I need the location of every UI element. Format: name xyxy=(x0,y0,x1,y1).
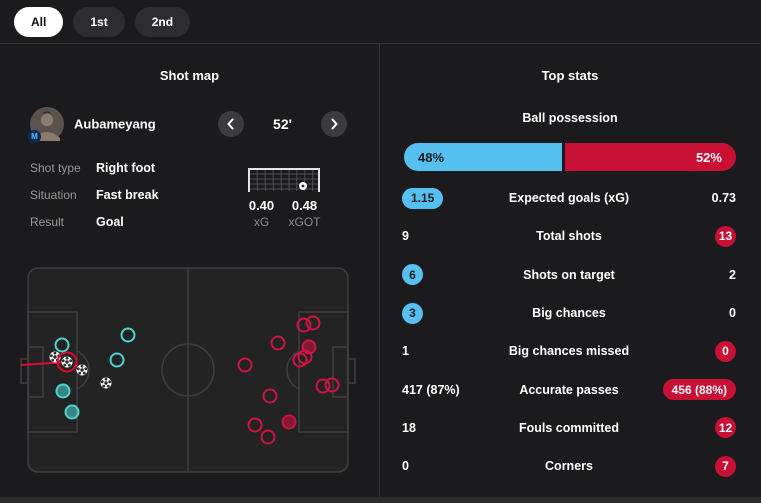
goal-marker-icon[interactable] xyxy=(61,356,73,368)
shot-marker[interactable] xyxy=(120,327,136,343)
player-avatar[interactable]: M xyxy=(28,107,64,143)
shot-marker[interactable] xyxy=(55,383,71,399)
possession-away-value: 52% xyxy=(695,149,722,165)
stat-label: Accurate passes xyxy=(519,382,619,397)
player-name: Aubameyang xyxy=(74,116,156,132)
detail-row: Shot type Right foot xyxy=(30,154,220,181)
next-shot-button[interactable] xyxy=(321,111,347,137)
stat-label: Corners xyxy=(545,459,593,474)
shot-marker[interactable] xyxy=(262,388,278,404)
stat-away-value: 2 xyxy=(729,267,736,282)
stat-home-value: 6 xyxy=(402,264,486,286)
selected-shot-ring xyxy=(56,351,78,373)
stat-row: 3 Big chances 0 xyxy=(402,294,736,332)
stat-row: 9 Total shots 13 xyxy=(402,217,736,255)
detail-label: Shot type xyxy=(30,160,81,175)
goal-marker-icon[interactable] xyxy=(100,377,112,389)
top-stats-title: Top stats xyxy=(541,68,599,83)
stat-away-value: 13 xyxy=(652,225,736,247)
stat-home-value: 3 xyxy=(402,302,486,324)
shot-navigator: 52' xyxy=(218,111,347,137)
stat-home-value: 9 xyxy=(402,229,409,244)
possession-label: Ball possession xyxy=(522,111,618,125)
goal-net-icon xyxy=(248,168,320,192)
stat-row: 6 Shots on target 2 xyxy=(402,256,736,294)
stat-home-value: 0 xyxy=(402,459,409,474)
stat-row: 18 Fouls committed 12 xyxy=(402,409,736,447)
possession-home-segment: 48% xyxy=(404,143,562,171)
possession-away-segment: 52% xyxy=(564,143,736,171)
detail-label: Situation xyxy=(30,187,77,202)
shot-marker[interactable] xyxy=(292,352,308,368)
stat-row: 1.15 Expected goals (xG) 0.73 xyxy=(402,179,736,217)
stat-away-value: 0.73 xyxy=(711,191,736,206)
stat-away-value: 0 xyxy=(652,340,736,362)
stat-home-value: 1.15 xyxy=(402,187,486,209)
detail-value: Right foot xyxy=(96,160,156,175)
shot-marker[interactable] xyxy=(54,337,70,353)
chevron-right-icon xyxy=(331,118,338,130)
stat-label: Big chances missed xyxy=(508,344,630,359)
possession-bar: 48% 52% xyxy=(404,143,736,171)
goal-visual: 0.40 xG 0.48 xGOT xyxy=(240,167,326,231)
shot-marker[interactable] xyxy=(270,335,286,351)
player-row: M Aubameyang 52' xyxy=(28,107,347,143)
stat-home-value: 1 xyxy=(402,344,409,359)
stat-label: Total shots xyxy=(536,229,602,244)
stat-label: Big chances xyxy=(532,306,606,321)
shot-marker[interactable] xyxy=(247,417,263,433)
shot-marker[interactable] xyxy=(109,352,125,368)
club-badge-icon: M xyxy=(28,130,41,143)
possession-home-value: 48% xyxy=(418,149,445,165)
period-tabs: All 1st 2nd xyxy=(0,0,761,44)
xg-value: 0.40 xyxy=(248,198,275,213)
tab-1st[interactable]: 1st xyxy=(73,6,125,37)
stat-label: Expected goals (xG) xyxy=(508,191,630,206)
stat-away-value: 7 xyxy=(652,455,736,477)
tab-2nd[interactable]: 2nd xyxy=(134,6,191,37)
xgot-label: xGOT xyxy=(288,215,321,229)
stat-rows: 1.15 Expected goals (xG) 0.73 9 Total shots 1… xyxy=(402,179,736,485)
shot-marker[interactable] xyxy=(64,404,80,420)
shot-marker[interactable] xyxy=(305,315,321,331)
stat-away-value: 12 xyxy=(652,417,736,439)
top-stats-panel: Top stats Ball possession 48% 52% 1.15 Ex… xyxy=(380,44,760,497)
detail-value: Goal xyxy=(96,214,124,229)
stat-row: 1 Big chances missed 0 xyxy=(402,332,736,370)
xgot-value: 0.48 xyxy=(291,198,318,213)
stat-home-value: 417 (87%) xyxy=(402,382,460,397)
detail-row: Result Goal xyxy=(30,208,220,235)
stat-away-value: 0 xyxy=(729,306,736,321)
stat-row: 0 Corners 7 xyxy=(402,447,736,485)
shot-marker[interactable] xyxy=(324,377,340,393)
detail-label: Result xyxy=(30,214,65,229)
shot-marker[interactable] xyxy=(315,378,331,394)
stat-away-value: 456 (88%) xyxy=(652,379,736,401)
goal-marker-icon[interactable] xyxy=(76,364,88,376)
detail-row: Situation Fast break xyxy=(30,181,220,208)
detail-value: Fast break xyxy=(96,187,159,202)
shot-map-panel: Shot map M Aubameyang xyxy=(0,44,380,497)
chevron-left-icon xyxy=(227,118,234,130)
shot-marker[interactable] xyxy=(237,357,253,373)
shot-marker[interactable] xyxy=(260,429,276,445)
shot-marker[interactable] xyxy=(281,414,297,430)
shot-map-title: Shot map xyxy=(159,68,220,83)
stat-row: 417 (87%) Accurate passes 456 (88%) xyxy=(402,370,736,408)
xg-label: xG xyxy=(253,215,270,229)
shot-marker[interactable] xyxy=(296,317,312,333)
stat-label: Fouls committed xyxy=(518,420,619,435)
shot-details: Shot type Right foot Situation Fast break Re… xyxy=(30,154,220,235)
stat-label: Shots on target xyxy=(523,267,615,282)
pitch-lines xyxy=(20,267,356,473)
shot-on-goal-marker xyxy=(299,182,307,190)
shot-map-pitch[interactable] xyxy=(20,267,356,473)
shot-minute: 52' xyxy=(273,116,292,132)
prev-shot-button[interactable] xyxy=(218,111,244,137)
tab-all[interactable]: All xyxy=(14,6,64,37)
stat-home-value: 18 xyxy=(402,420,416,435)
